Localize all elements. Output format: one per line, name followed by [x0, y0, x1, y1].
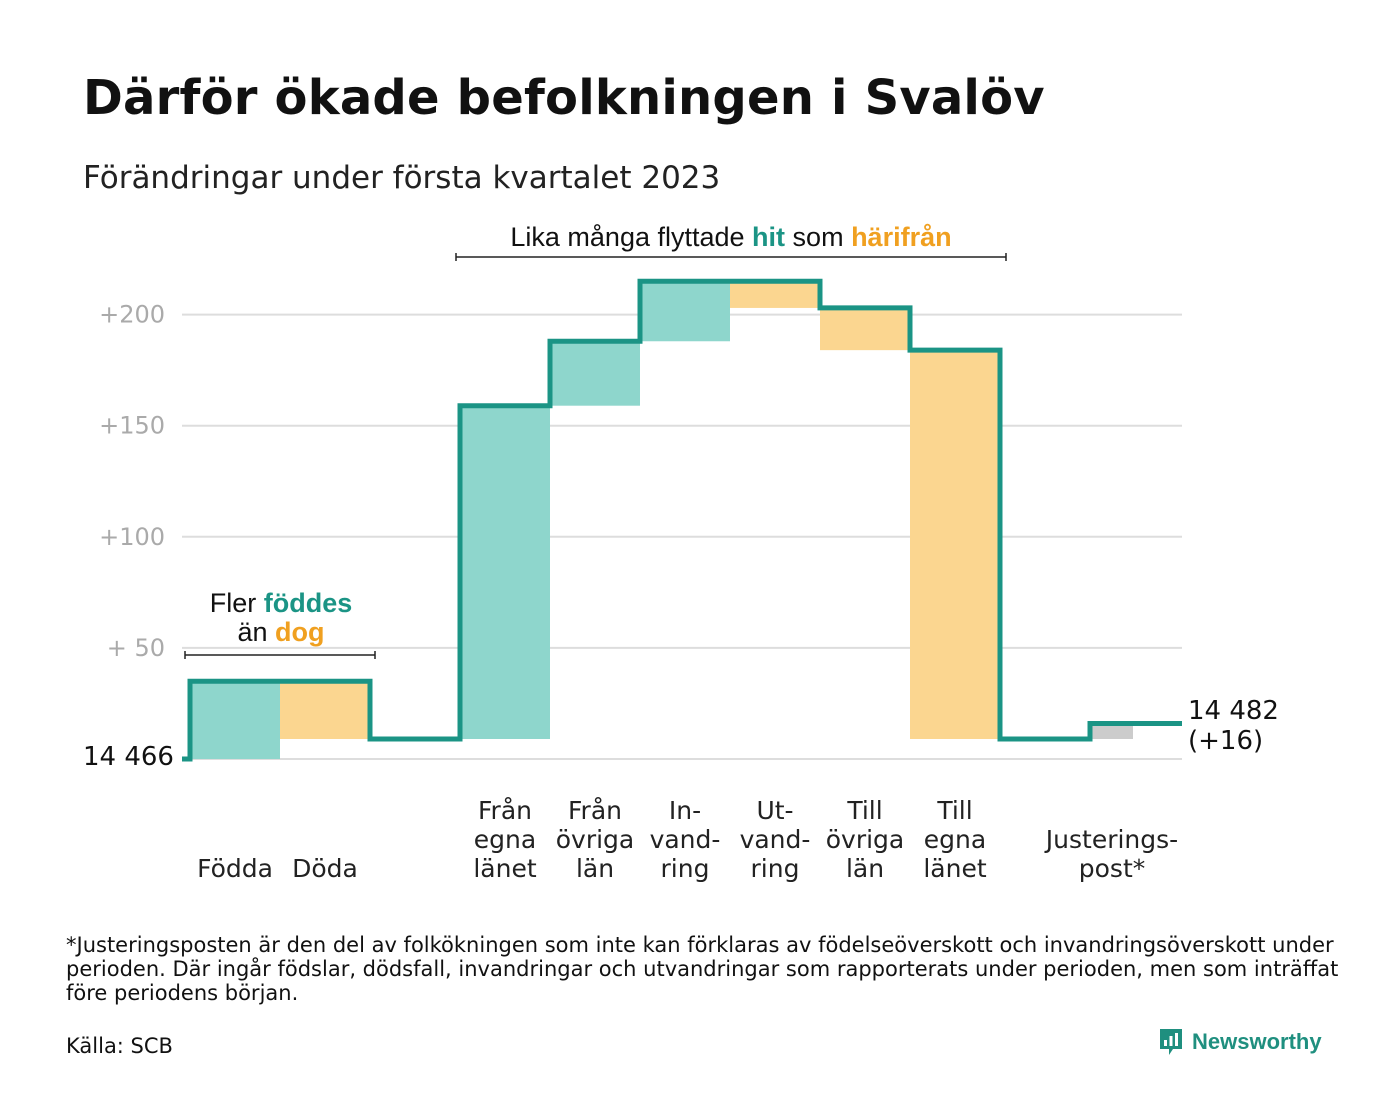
y-tick-label-1: +150 — [99, 412, 165, 440]
category-label-1-0: Döda — [292, 854, 358, 883]
bar-8 — [1090, 723, 1133, 740]
annotation-bracket-moved — [455, 253, 1007, 261]
annotation-born-line1-part-0: Fler — [210, 588, 264, 618]
category-label-6-2: län — [846, 854, 884, 883]
category-label-6-1: övriga — [826, 825, 905, 854]
category-label-5-2: ring — [751, 854, 800, 883]
bar-7 — [910, 350, 1000, 740]
y-tick-label-2: +100 — [99, 523, 165, 551]
end-change-label: (+16) — [1188, 726, 1263, 756]
category-label-7-0: Till — [936, 796, 972, 825]
category-label-2-0: Från — [478, 796, 532, 825]
newsworthy-logo: Newsworthy — [1158, 1027, 1322, 1057]
bar-6 — [820, 307, 910, 351]
bar-2 — [460, 405, 550, 740]
category-label-5-0: Ut- — [756, 796, 793, 825]
category-label-6-0: Till — [846, 796, 882, 825]
bar-0 — [190, 681, 280, 759]
bar-5 — [730, 281, 820, 308]
brand-name: Newsworthy — [1192, 1029, 1322, 1054]
y-tick-label-0: +200 — [99, 301, 165, 329]
bar-1 — [280, 681, 370, 740]
annotation-moved-part-0: Lika många flyttade — [510, 222, 752, 252]
y-tick-label-3: + 50 — [107, 634, 165, 662]
category-label-2-1: egna — [474, 825, 536, 854]
annotation-born-line2-part-1: dog — [275, 617, 324, 647]
category-label-5-1: vand- — [740, 825, 811, 854]
footnote: *Justeringsposten är den del av folkökni… — [66, 933, 1339, 1005]
annotation-moved-part-2: som — [785, 222, 851, 252]
bar-4 — [640, 281, 730, 342]
category-label-0-0: Födda — [197, 854, 273, 883]
annotation-born-line2-part-0: än — [237, 617, 275, 647]
category-label-8-1: post* — [1079, 854, 1146, 883]
annotation-moved: Lika många flyttade hit som härifrån — [510, 222, 951, 252]
source-credit: Källa: SCB — [66, 1034, 173, 1058]
annotation-bracket-born — [184, 651, 376, 659]
annotation-born-line1: Fler föddes — [210, 588, 353, 618]
category-label-7-2: länet — [923, 854, 986, 883]
newsworthy-logo-icon — [1160, 1029, 1182, 1055]
annotation-moved-part-3: härifrån — [851, 222, 952, 252]
end-value-label: 14 482 — [1188, 696, 1279, 726]
bar-3 — [550, 341, 640, 406]
cumulative-step-line — [182, 278, 1182, 762]
category-label-3-1: övriga — [556, 825, 635, 854]
category-label-7-1: egna — [924, 825, 986, 854]
annotation-moved-part-1: hit — [752, 222, 785, 252]
category-label-3-0: Från — [568, 796, 622, 825]
annotation-born-line1-part-1: föddes — [264, 588, 353, 618]
category-label-3-2: län — [576, 854, 614, 883]
category-label-8-0: Justerings- — [1044, 825, 1178, 854]
category-label-4-2: ring — [661, 854, 710, 883]
chart-title: Därför ökade befolkningen i Svalöv — [83, 70, 1045, 126]
category-label-4-1: vand- — [650, 825, 721, 854]
category-label-2-2: länet — [473, 854, 536, 883]
category-label-4-0: In- — [669, 796, 701, 825]
annotation-born-line2: än dog — [237, 617, 324, 647]
start-value-label: 14 466 — [83, 742, 174, 772]
chart-subtitle: Förändringar under första kvartalet 2023 — [83, 160, 721, 196]
